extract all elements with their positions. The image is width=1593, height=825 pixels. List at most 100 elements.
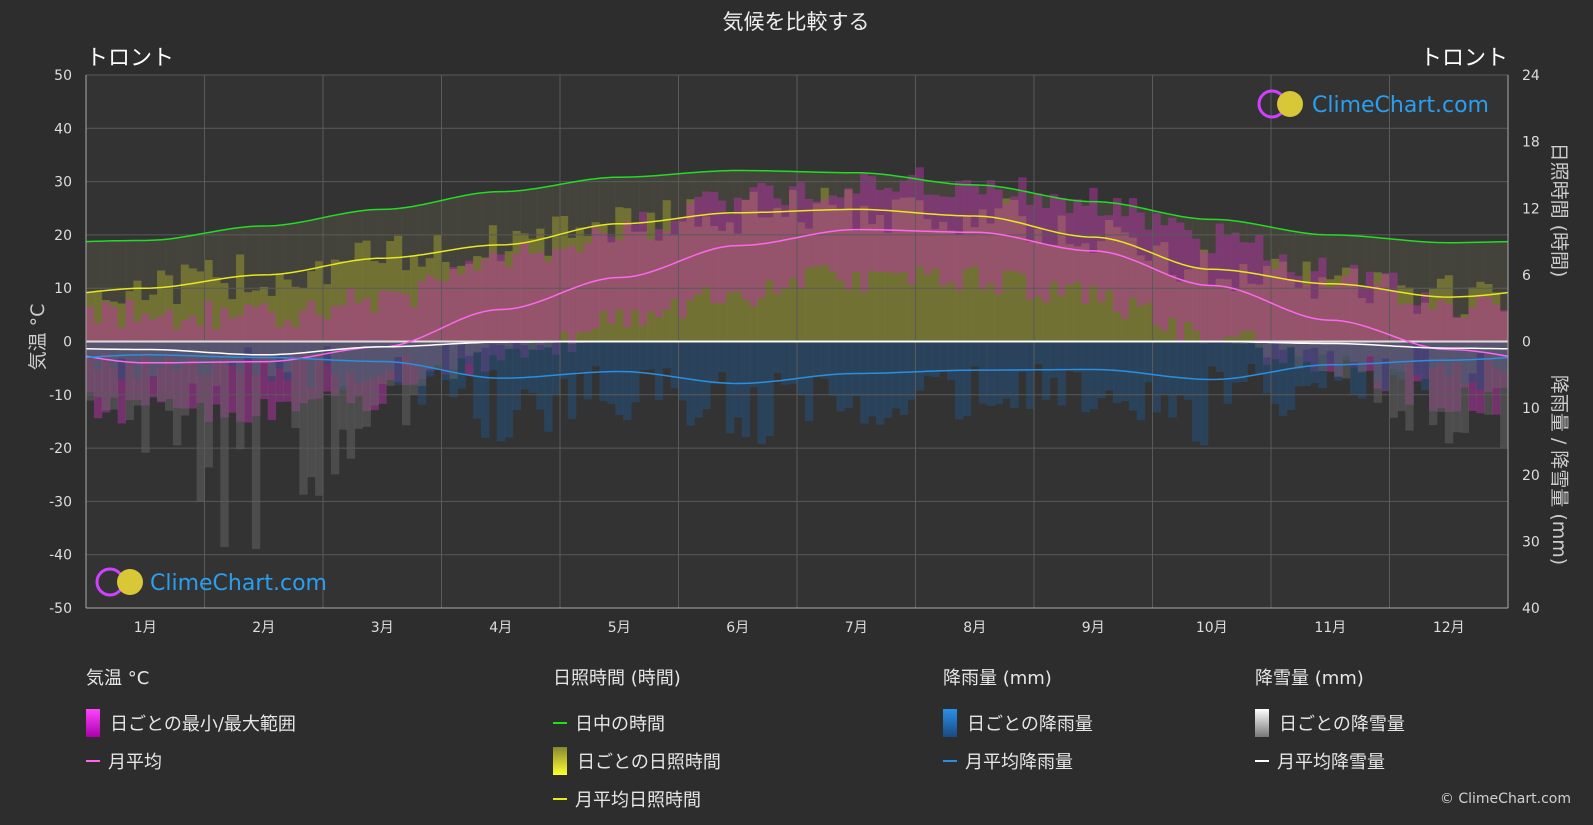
rain-daily-bar <box>891 341 901 409</box>
rain-daily-bar <box>101 341 111 353</box>
sunshine-daily-bar <box>1010 200 1019 342</box>
temp-range-bar <box>1073 199 1082 283</box>
temp-tick-label: 30 <box>54 175 72 191</box>
sun-tick-label: 12 <box>1522 201 1540 217</box>
temp-range-bar <box>607 236 616 324</box>
snow-daily-bar <box>101 341 111 411</box>
sunshine-daily-bar <box>915 200 924 342</box>
snow-daily-bar <box>267 341 277 377</box>
sunshine-daily-bar <box>947 230 956 342</box>
rain-daily-bar <box>560 341 569 379</box>
snow-daily-bar <box>149 341 158 377</box>
daylight-band <box>1231 220 1240 342</box>
temp-tick-label: -20 <box>49 441 72 457</box>
sunshine-daily-bar <box>820 187 830 342</box>
rain-daily-bar <box>575 341 585 372</box>
month-tick-label: 12月 <box>1433 620 1465 636</box>
snow-daily-bar <box>212 341 221 386</box>
temp-range-bar <box>654 229 664 318</box>
rain-daily-bar <box>315 341 324 356</box>
sun-tick-label: 6 <box>1522 268 1531 284</box>
watermark-top: ClimeChart.com <box>1257 89 1489 119</box>
temp-range-bar <box>623 221 632 328</box>
rain-daily-bar <box>117 341 126 380</box>
rain-daily-bar <box>1310 341 1319 384</box>
sunshine-daily-bar <box>1263 265 1272 342</box>
daylight-band <box>1207 219 1217 342</box>
sunshine-daily-bar <box>1081 243 1090 342</box>
temp-range-bar <box>836 197 845 281</box>
snow-daily-bar <box>1484 341 1493 415</box>
temp-range-bar <box>765 185 774 281</box>
snow-daily-bar <box>133 341 142 406</box>
sunshine-daily-bar <box>1192 268 1201 342</box>
rain-daily-bar <box>1326 341 1335 363</box>
temp-range-bar <box>741 199 751 300</box>
rain-daily-bar <box>1405 341 1414 364</box>
sunshine-daily-bar <box>1215 278 1225 342</box>
sunshine-daily-bar <box>1350 268 1359 342</box>
sunshine-daily-bar <box>560 216 569 342</box>
sunshine-daily-bar <box>1247 283 1256 342</box>
snow-daily-bar <box>354 341 363 429</box>
sunshine-daily-bar <box>496 261 506 342</box>
sunshine-daily-bar <box>212 277 221 342</box>
sunshine-daily-bar <box>1326 279 1335 342</box>
sunshine-daily-bar <box>172 304 182 342</box>
rain-daily-bar <box>1192 341 1201 442</box>
legend-sun-daily: 日ごとの日照時間 <box>553 742 721 780</box>
temp-range-bar <box>93 323 103 419</box>
snow-daily-bar <box>315 341 324 496</box>
month-tick-label: 10月 <box>1196 620 1228 636</box>
sunshine-daily-bar <box>1460 314 1469 342</box>
rain-daily-bar <box>955 341 964 420</box>
rain-daily-bar <box>1160 341 1169 394</box>
rain-daily-bar <box>994 341 1003 405</box>
temp-range-bar <box>710 191 719 304</box>
sunshine-daily-bar <box>623 208 632 342</box>
temp-range-bar <box>1294 275 1304 357</box>
rain-daily-bar <box>1334 341 1343 381</box>
temp-range-bar <box>512 253 521 349</box>
legend-temp-range: 日ごとの最小/最大範囲 <box>86 704 296 742</box>
sunshine-daily-bar <box>1184 269 1193 342</box>
temp-tick-label: -30 <box>49 494 72 510</box>
snow-daily-bar <box>1239 341 1248 344</box>
rain-daily-bar <box>646 341 656 370</box>
rain-daily-bar <box>1128 341 1138 411</box>
right-axis-label-sun: 日照時間 (時間) <box>1548 143 1570 278</box>
temp-range-bar <box>1168 217 1177 318</box>
sunshine-daily-bar <box>481 257 490 342</box>
rain-daily-bar <box>1184 341 1193 400</box>
rain-daily-bar <box>433 341 442 368</box>
temp-range-bar <box>876 189 885 272</box>
sunshine-daily-bar <box>180 264 190 342</box>
legend-sun-daylight: 日中の時間 <box>553 704 721 742</box>
month-tick-label: 7月 <box>845 620 868 636</box>
sunshine-daily-bar <box>654 240 664 342</box>
temp-range-bar <box>694 196 703 295</box>
temp-range-bar <box>1326 287 1335 372</box>
rain-daily-bar <box>386 341 395 371</box>
rain-daily-bar <box>1286 341 1296 410</box>
sunshine-daily-bar <box>575 227 585 342</box>
temp-range-bar <box>702 191 711 287</box>
snow-daily-bar <box>465 341 474 356</box>
temp-range-bar <box>402 294 411 385</box>
sunshine-daily-bar <box>354 242 363 342</box>
sunshine-daily-bar <box>457 265 466 342</box>
sunshine-daily-bar <box>931 229 940 342</box>
watermark-bottom: ClimeChart.com <box>95 567 327 597</box>
rain-daily-bar <box>520 341 529 390</box>
snow-daily-bar <box>299 341 308 495</box>
daylight-band <box>1365 236 1375 342</box>
sunshine-daily-bar <box>757 217 766 342</box>
sunshine-daily-bar <box>1073 246 1082 342</box>
snow-daily-bar <box>1421 341 1430 347</box>
sunshine-daily-bar <box>694 226 703 342</box>
temp-tick-label: 10 <box>54 281 72 297</box>
snow-daily-bar <box>259 341 269 362</box>
rain-daily-bar <box>536 341 545 410</box>
rain-daily-bar <box>1365 341 1375 356</box>
temp-range-bar <box>978 194 988 290</box>
